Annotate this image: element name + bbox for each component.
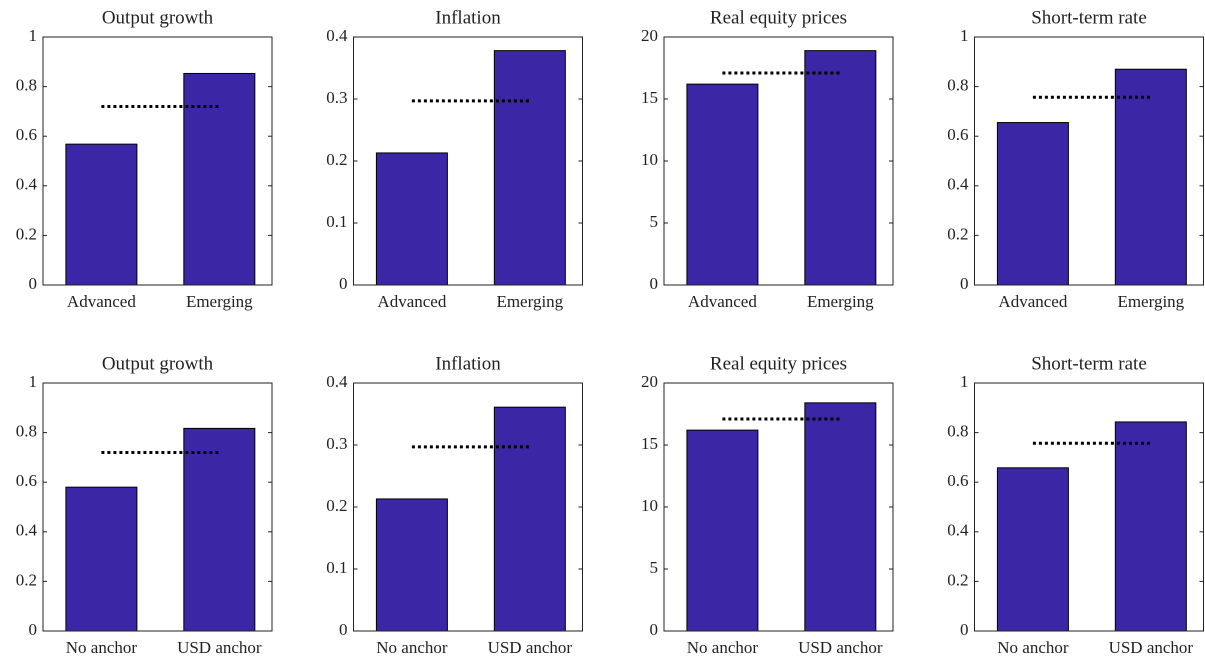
y-tick-label: 0.4 bbox=[947, 521, 969, 540]
x-tick-label: Advanced bbox=[377, 292, 446, 311]
y-tick-label: 0.6 bbox=[16, 471, 37, 490]
y-tick-label: 0.3 bbox=[326, 88, 347, 107]
y-tick-label: 0.8 bbox=[947, 76, 968, 95]
subplot-title: Output growth bbox=[102, 353, 214, 374]
bar bbox=[686, 429, 759, 632]
y-tick-label: 0 bbox=[339, 620, 348, 639]
bar bbox=[375, 152, 448, 286]
subplot-title: Real equity prices bbox=[710, 7, 847, 28]
y-tick-label: 0.6 bbox=[947, 471, 968, 490]
y-tick-label: 10 bbox=[641, 150, 658, 169]
subplot-title: Real equity prices bbox=[710, 353, 847, 374]
bar bbox=[65, 486, 138, 632]
y-tick-label: 0.4 bbox=[326, 372, 348, 391]
axes-box bbox=[974, 382, 1204, 632]
x-tick-label: USD anchor bbox=[798, 638, 883, 657]
bar bbox=[1114, 68, 1187, 286]
y-tick-label: 0 bbox=[339, 274, 348, 293]
x-tick-label: Emerging bbox=[1117, 292, 1184, 311]
x-tick-label: No anchor bbox=[66, 638, 138, 657]
y-tick-label: 0.3 bbox=[326, 434, 347, 453]
bar bbox=[493, 50, 566, 286]
y-tick-label: 15 bbox=[641, 88, 658, 107]
y-tick-label: 15 bbox=[641, 434, 658, 453]
y-tick-label: 1 bbox=[29, 26, 38, 45]
y-tick-label: 0.8 bbox=[947, 422, 968, 441]
y-tick-label: 0.1 bbox=[326, 212, 347, 231]
x-tick-label: USD anchor bbox=[1109, 638, 1194, 657]
bar bbox=[804, 402, 877, 632]
y-tick-label: 0.2 bbox=[16, 570, 37, 589]
axes-box bbox=[42, 382, 273, 632]
y-tick-label: 0 bbox=[29, 274, 38, 293]
y-tick-label: 5 bbox=[650, 212, 659, 231]
bar bbox=[686, 83, 759, 286]
axes-box bbox=[42, 36, 273, 286]
y-tick-label: 0.6 bbox=[16, 125, 37, 144]
subplot-title: Output growth bbox=[102, 7, 214, 28]
y-tick-label: 20 bbox=[641, 372, 658, 391]
bar bbox=[183, 72, 256, 286]
y-tick-label: 0.2 bbox=[326, 150, 347, 169]
x-tick-label: Emerging bbox=[496, 292, 563, 311]
y-tick-label: 0.2 bbox=[947, 570, 968, 589]
y-tick-label: 0.4 bbox=[947, 175, 969, 194]
subplot-title: Inflation bbox=[435, 7, 501, 28]
x-tick-label: No anchor bbox=[997, 638, 1069, 657]
y-tick-label: 1 bbox=[960, 372, 969, 391]
y-tick-label: 20 bbox=[641, 26, 658, 45]
x-tick-label: No anchor bbox=[376, 638, 448, 657]
x-tick-label: Advanced bbox=[998, 292, 1067, 311]
y-tick-label: 0.2 bbox=[16, 224, 37, 243]
subplot-title: Short-term rate bbox=[1031, 353, 1147, 374]
bar bbox=[996, 122, 1069, 286]
x-tick-label: Advanced bbox=[67, 292, 136, 311]
x-tick-label: USD anchor bbox=[177, 638, 262, 657]
bar bbox=[996, 467, 1069, 632]
bar bbox=[183, 427, 256, 632]
y-tick-label: 0.2 bbox=[326, 496, 347, 515]
bar bbox=[375, 498, 448, 632]
bar bbox=[1114, 421, 1187, 632]
y-tick-label: 0.8 bbox=[16, 76, 37, 95]
y-tick-label: 0.1 bbox=[326, 558, 347, 577]
y-tick-label: 10 bbox=[641, 496, 658, 515]
y-tick-label: 0 bbox=[29, 620, 38, 639]
x-tick-label: USD anchor bbox=[488, 638, 573, 657]
y-tick-label: 0.4 bbox=[16, 521, 38, 540]
x-tick-label: Advanced bbox=[688, 292, 757, 311]
y-tick-label: 0 bbox=[650, 274, 659, 293]
y-tick-label: 5 bbox=[650, 558, 659, 577]
subplot-title: Inflation bbox=[435, 353, 501, 374]
bar bbox=[493, 406, 566, 632]
y-tick-label: 0 bbox=[960, 274, 969, 293]
y-tick-label: 0.8 bbox=[16, 422, 37, 441]
y-tick-label: 0 bbox=[960, 620, 969, 639]
bar bbox=[804, 50, 877, 286]
y-tick-label: 0.4 bbox=[326, 26, 348, 45]
y-tick-label: 0.6 bbox=[947, 125, 968, 144]
y-tick-label: 1 bbox=[960, 26, 969, 45]
x-tick-label: Emerging bbox=[186, 292, 253, 311]
y-tick-label: 0.2 bbox=[947, 224, 968, 243]
axes-box bbox=[974, 36, 1204, 286]
x-tick-label: No anchor bbox=[687, 638, 759, 657]
subplot-title: Short-term rate bbox=[1031, 7, 1147, 28]
bar bbox=[65, 143, 138, 286]
y-tick-label: 0 bbox=[650, 620, 659, 639]
x-tick-label: Emerging bbox=[807, 292, 874, 311]
y-tick-label: 1 bbox=[29, 372, 38, 391]
y-tick-label: 0.4 bbox=[16, 175, 38, 194]
